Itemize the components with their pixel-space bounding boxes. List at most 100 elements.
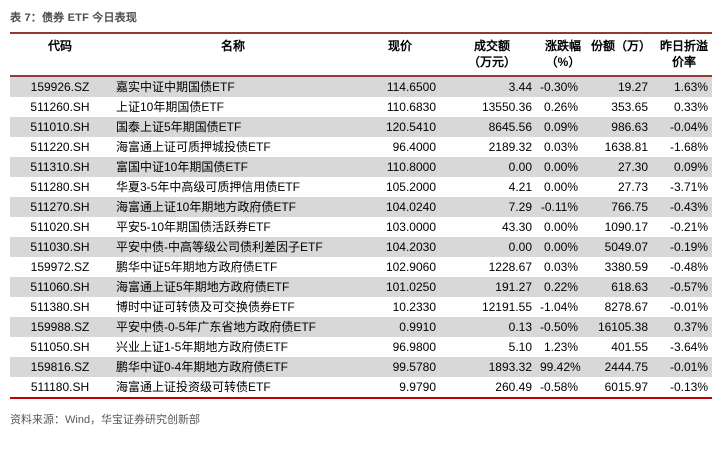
col-header-premium: 昨日折溢 价率	[656, 32, 712, 77]
cell-turnover: 1228.67	[488, 260, 532, 274]
col-header-label: 成交额	[473, 39, 510, 53]
cell-name: 鹏华中证5年期地方政府债ETF	[116, 260, 278, 274]
cell-shares: 986.63	[586, 117, 656, 137]
cell-change: 0.00%	[540, 157, 586, 177]
cell-change: -0.50%	[540, 317, 586, 337]
cell-code: 159816.SZ	[10, 357, 110, 377]
cell-name: 上证10年期国债ETF	[116, 100, 225, 114]
cell-name: 博时中证可转债及可交换债券ETF	[116, 300, 295, 314]
cell-code: 511030.SH	[10, 237, 110, 257]
cell-turnover: 12191.55	[481, 300, 532, 314]
cell-name: 海富通上证投资级可转债ETF	[110, 377, 356, 399]
cell-code: 511220.SH	[30, 140, 90, 154]
cell-price: 96.4000	[392, 140, 436, 154]
source-note: 资料来源：Wind，华宝证券研究创新部	[10, 414, 201, 426]
bond-etf-table: 代码 名称 现价 成交额 （万元） 涨跌幅 （%）	[10, 32, 712, 399]
cell-change: 0.00%	[540, 237, 586, 257]
table-row: 511260.SH 上证10年期国债ETF 110.6830 13550.36 0.26…	[10, 97, 712, 117]
cell-code: 159972.SZ	[30, 260, 90, 274]
col-header-change: 涨跌幅 （%）	[540, 32, 586, 77]
cell-turnover: 8645.56	[444, 117, 540, 137]
cell-shares: 8278.67	[604, 300, 648, 314]
cell-premium: -3.64%	[669, 340, 708, 354]
cell-change: 0.03%	[543, 140, 578, 154]
cell-code: 511180.SH	[10, 377, 110, 399]
cell-premium: -0.01%	[656, 357, 712, 377]
cell-turnover: 0.13	[444, 317, 540, 337]
cell-shares: 1090.17	[604, 220, 648, 234]
cell-code: 511380.SH	[30, 300, 90, 314]
table-row: 511220.SH 海富通上证可质押城投债ETF 96.4000 2189.32 0.0…	[10, 137, 712, 157]
col-header-label: 涨跌幅	[544, 39, 581, 53]
table-row: 159926.SZ 嘉实中证中期国债ETF 114.6500 3.44 -0.30% 19…	[10, 76, 712, 97]
col-header-label: 现价	[387, 39, 412, 53]
cell-premium: -0.13%	[656, 377, 712, 399]
cell-price: 10.2330	[392, 300, 436, 314]
cell-turnover: 3.44	[444, 76, 540, 97]
cell-price: 104.0240	[356, 197, 444, 217]
cell-price: 110.6830	[386, 100, 436, 114]
table-body: 159926.SZ 嘉实中证中期国债ETF 114.6500 3.44 -0.30% 19…	[10, 76, 712, 399]
cell-name: 富国中证10年期国债ETF	[110, 157, 356, 177]
cell-premium: -0.19%	[656, 237, 712, 257]
col-header-shares: 份额（万）	[586, 32, 656, 77]
col-header-label-line2: （万元）	[467, 55, 516, 69]
cell-code: 159988.SZ	[10, 317, 110, 337]
col-header-code: 代码	[10, 32, 110, 77]
cell-turnover: 5.10	[508, 340, 532, 354]
col-header-turnover: 成交额 （万元）	[444, 32, 540, 77]
cell-shares: 3380.59	[604, 260, 648, 274]
cell-name: 平安5-10年期国债活跃券ETF	[116, 220, 271, 234]
table-row: 159972.SZ 鹏华中证5年期地方政府债ETF 102.9060 1228.67 0…	[10, 257, 712, 277]
cell-shares: 2444.75	[586, 357, 656, 377]
cell-change: 0.00%	[543, 180, 578, 194]
cell-change: 0.22%	[540, 277, 586, 297]
cell-shares: 353.65	[611, 100, 648, 114]
cell-name: 国泰上证5年期国债ETF	[110, 117, 356, 137]
cell-code: 511060.SH	[10, 277, 110, 297]
cell-premium: -0.04%	[656, 117, 712, 137]
cell-premium: -0.21%	[669, 220, 708, 234]
table-row: 511310.SH 富国中证10年期国债ETF 110.8000 0.00 0.00% 2…	[10, 157, 712, 177]
cell-turnover: 1893.32	[444, 357, 540, 377]
cell-code: 511010.SH	[10, 117, 110, 137]
cell-price: 99.5780	[356, 357, 444, 377]
cell-price: 103.0000	[385, 220, 436, 234]
cell-code: 511050.SH	[30, 340, 90, 354]
table-row: 511030.SH 平安中债-中高等级公司债利差因子ETF 104.2030 0.00…	[10, 237, 712, 257]
cell-change: 0.03%	[543, 260, 578, 274]
cell-name: 鹏华中证0-4年期地方政府债ETF	[110, 357, 356, 377]
cell-code: 511020.SH	[30, 220, 90, 234]
cell-premium: -0.57%	[656, 277, 712, 297]
cell-name: 平安中债-0-5年广东省地方政府债ETF	[110, 317, 356, 337]
table-row: 511180.SH 海富通上证投资级可转债ETF 9.9790 260.49 -0.58…	[10, 377, 712, 399]
cell-change: 99.42%	[540, 357, 586, 377]
cell-name: 海富通上证5年期地方政府债ETF	[110, 277, 356, 297]
cell-shares: 766.75	[586, 197, 656, 217]
table-title: 表 7：债券 ETF 今日表现	[10, 12, 138, 24]
cell-premium: 0.37%	[656, 317, 712, 337]
col-header-price: 现价	[356, 32, 444, 77]
cell-turnover: 0.00	[444, 157, 540, 177]
col-header-label: 昨日折溢	[659, 39, 708, 53]
cell-turnover: 0.00	[444, 237, 540, 257]
cell-shares: 27.30	[586, 157, 656, 177]
cell-change: 1.23%	[543, 340, 578, 354]
cell-shares: 27.73	[617, 180, 648, 194]
cell-turnover: 2189.32	[488, 140, 532, 154]
cell-shares: 16105.38	[586, 317, 656, 337]
col-header-label: 名称	[220, 39, 245, 53]
cell-code: 511310.SH	[10, 157, 110, 177]
cell-turnover: 7.29	[444, 197, 540, 217]
col-header-label: 份额（万）	[590, 39, 651, 53]
cell-premium: -0.48%	[669, 260, 708, 274]
cell-code: 159926.SZ	[10, 76, 110, 97]
cell-name: 华夏3-5年中高级可质押信用债ETF	[116, 180, 301, 194]
cell-name: 平安中债-中高等级公司债利差因子ETF	[110, 237, 356, 257]
cell-shares: 19.27	[586, 76, 656, 97]
cell-premium: -0.01%	[669, 300, 708, 314]
cell-turnover: 260.49	[444, 377, 540, 399]
table-row: 511050.SH 兴业上证1-5年期地方政府债ETF 96.9800 5.10 1.2…	[10, 337, 712, 357]
cell-change: 0.09%	[540, 117, 586, 137]
cell-change: -1.04%	[540, 300, 579, 314]
